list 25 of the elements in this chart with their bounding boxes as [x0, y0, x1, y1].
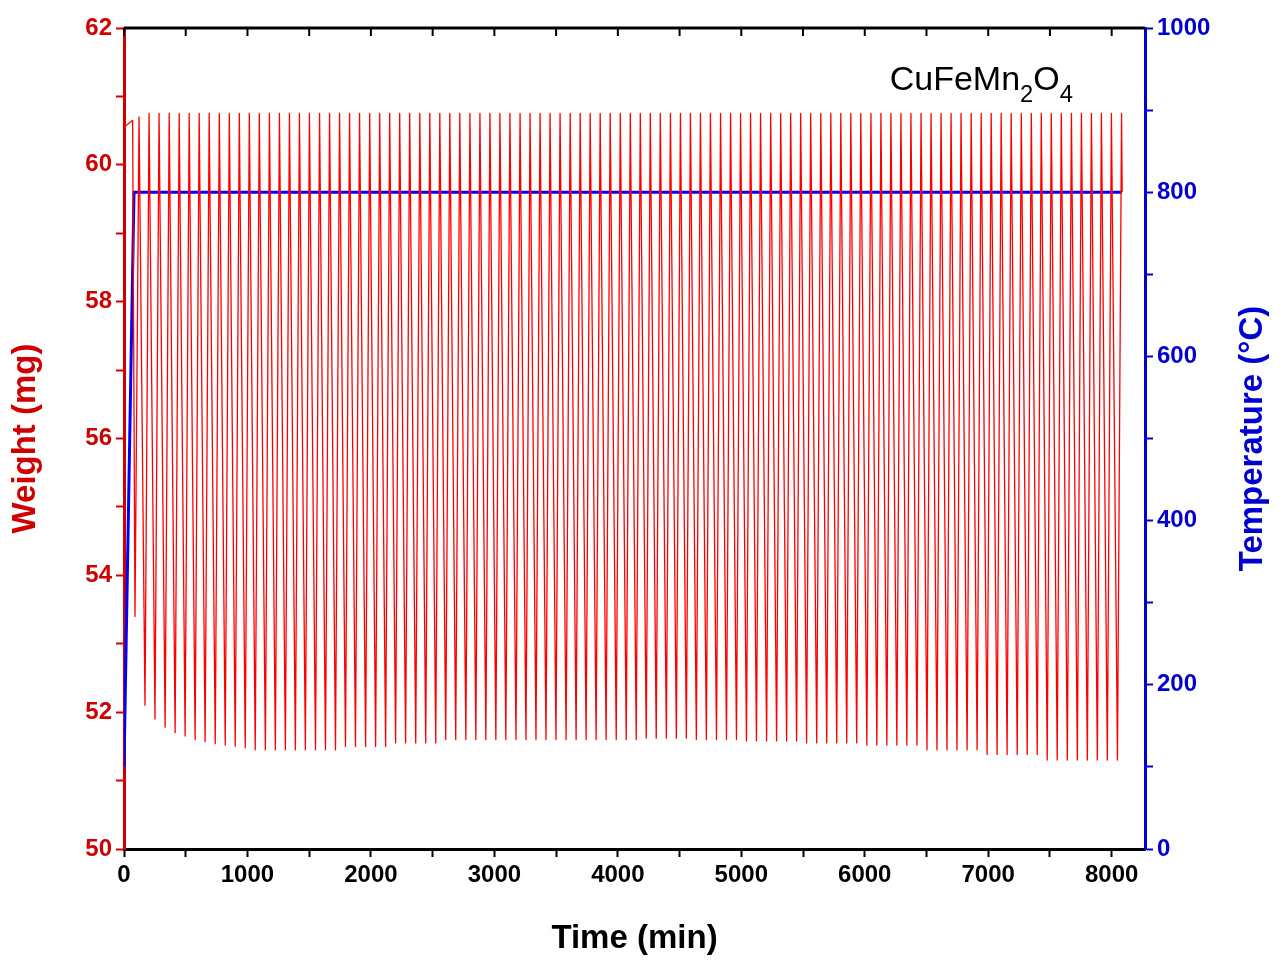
y2-axis-title: Temperature (°C)	[1231, 305, 1269, 572]
y2-tick-label: 800	[1157, 176, 1198, 204]
y2-tick-label: 200	[1157, 669, 1198, 697]
x-tick-label: 5000	[714, 860, 768, 888]
y2-tick-label: 1000	[1157, 12, 1211, 40]
y-tick-label: 60	[85, 149, 112, 177]
y-tick-label: 54	[85, 559, 113, 587]
x-tick-label: 3000	[467, 860, 522, 888]
y2-tick-label: 400	[1157, 505, 1198, 533]
y-tick-label: 52	[85, 696, 112, 724]
y-tick-label: 50	[85, 833, 112, 861]
x-axis-title: Time (min)	[551, 918, 718, 956]
x-tick-label: 4000	[591, 860, 645, 888]
x-tick-label: 7000	[961, 860, 1015, 888]
y2-tick-label: 600	[1157, 341, 1198, 369]
x-tick-label: 0	[117, 860, 131, 888]
x-tick-label: 1000	[220, 860, 275, 888]
y-axis-title: Weight (mg)	[4, 343, 42, 534]
x-tick-label: 8000	[1084, 860, 1139, 888]
x-tick-label: 2000	[344, 860, 398, 888]
x-tick-label: 6000	[838, 860, 892, 888]
y-tick-label: 58	[85, 286, 112, 314]
y-tick-label: 62	[85, 12, 112, 40]
y2-tick-label: 0	[1157, 833, 1171, 861]
y-tick-label: 56	[85, 423, 112, 451]
